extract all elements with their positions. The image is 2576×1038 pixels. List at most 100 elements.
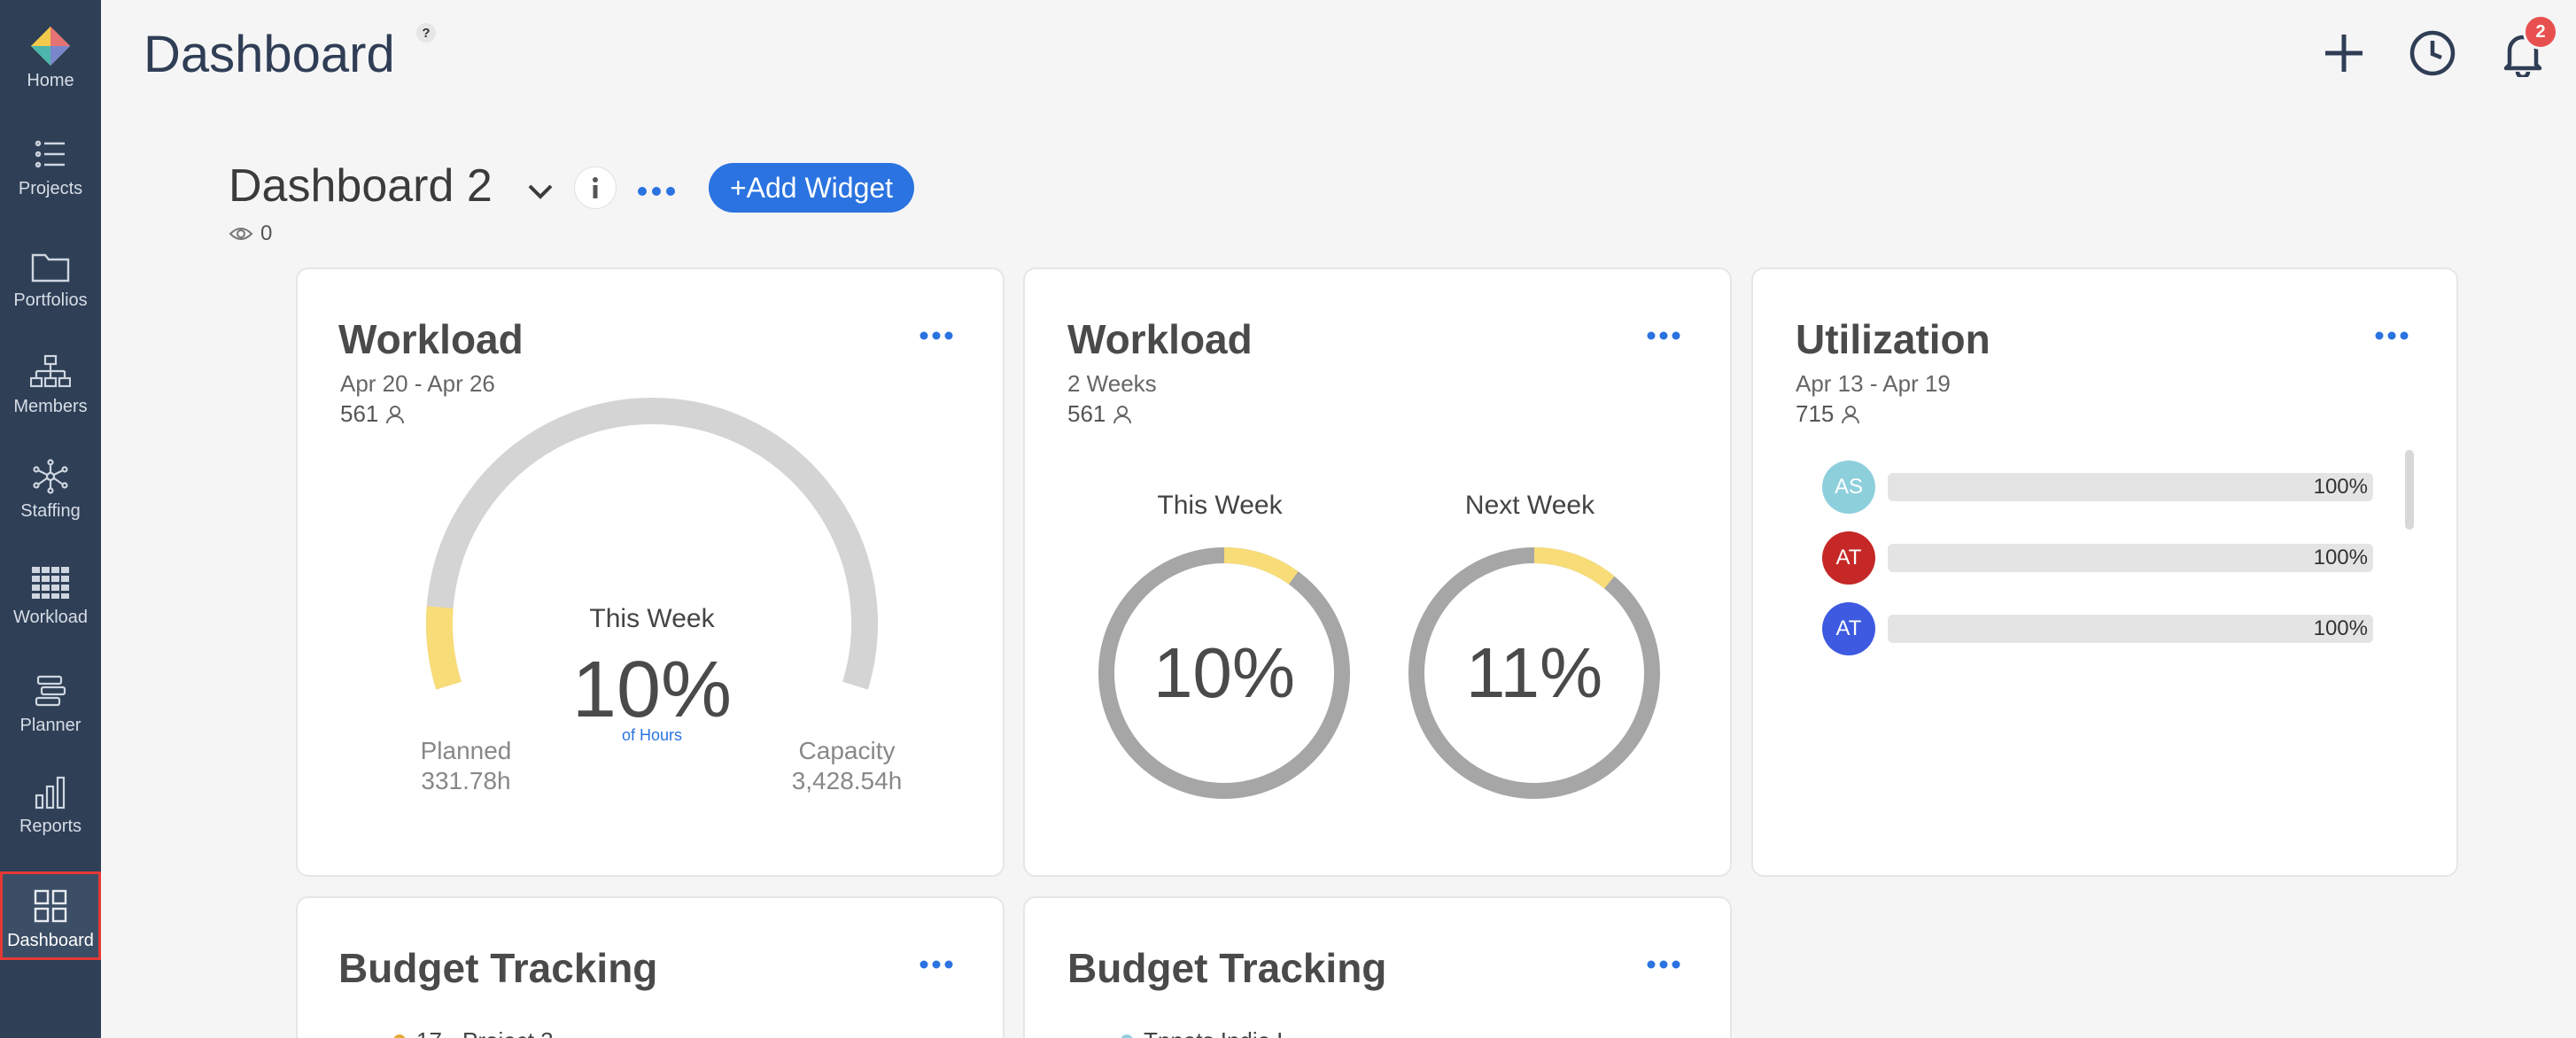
view-count-value: 0 [260,221,273,245]
sidebar-item-label: Reports [19,817,82,836]
sidebar-item-label: Projects [18,179,83,198]
sidebar-item-dashboard[interactable]: Dashboard [0,871,101,960]
widget-options-button[interactable] [2370,322,2414,349]
person-icon [1113,405,1132,423]
sidebar-item-projects[interactable]: Projects [0,133,101,221]
widget-member-count: 561 [1067,400,1132,428]
sidebar-item-label: Home [27,71,74,90]
gauge-track [426,397,878,690]
gauge-fill [426,606,462,690]
sidebar-item-planner[interactable]: Planner [0,670,101,758]
home-logo-icon [29,25,72,67]
view-count: 0 [229,221,272,246]
ring-label-next-week: Next Week [1464,491,1595,520]
eye-icon [229,228,253,240]
utilization-row[interactable]: AT 100% [1822,602,2389,655]
scrollbar[interactable] [2405,450,2414,530]
add-widget-button[interactable]: +Add Widget [709,163,914,213]
widget-title: Workload [1067,316,1253,362]
ring-fill-this-week [1098,547,1350,799]
ellipsis-icon [638,187,675,196]
capacity-value: 3,428.54h [791,767,903,794]
utilization-bar: 100% [1888,473,2373,501]
utilization-widget: Utilization Apr 13 - Apr 19 715 AS 100% … [1751,267,2458,877]
gauge-unit: of Hours [621,726,683,744]
widget-title: Workload [338,316,524,362]
org-chart-icon [29,351,72,393]
ring-label-this-week: This Week [1157,491,1283,520]
member-count-value: 715 [1796,400,1835,427]
sidebar-item-label: Planner [19,716,81,735]
sidebar-item-workload[interactable]: Workload [0,562,101,650]
grid-icon [29,562,72,604]
legend-item: 17 - Project 2 [416,1027,554,1038]
widget-options-button[interactable] [1641,322,1686,349]
widget-title: Utilization [1796,316,1990,362]
budget-tracking-widget: Budget Tracking Tnnots Indie L [1023,896,1732,1038]
widget-date-range: Apr 20 - Apr 26 [340,370,495,397]
history-button[interactable] [2404,25,2461,81]
network-icon [29,455,72,498]
planner-icon [29,670,72,712]
sidebar-item-staffing[interactable]: Staffing [0,455,101,544]
avatar: AS [1822,461,1875,514]
dashboard-options-button[interactable] [634,174,679,209]
ring-percent-this-week: 10% [1152,633,1296,712]
ring-percent-next-week: 11% [1465,633,1603,712]
notification-badge: 2 [2523,14,2558,50]
page-title: Dashboard [144,26,395,83]
sidebar-item-home[interactable]: Home [0,25,101,113]
list-icon [29,133,72,175]
ellipsis-icon [919,331,953,340]
dashboard-select-button[interactable] [523,174,558,209]
widget-date-range: Apr 13 - Apr 19 [1796,370,1951,397]
utilization-bar: 100% [1888,544,2373,572]
legend-item: Tnnots Indie L [1144,1027,1290,1038]
utilization-value: 100% [2313,616,2368,640]
widget-options-button[interactable] [914,951,958,978]
workload-rings [1098,547,1660,799]
ellipsis-icon [1647,331,1680,340]
avatar: AT [1822,531,1875,585]
widget-title: Budget Tracking [338,945,658,991]
ellipsis-icon [2375,331,2409,340]
widget-date-range: 2 Weeks [1067,370,1157,397]
chevron-down-icon [528,184,553,199]
avatar: AT [1822,602,1875,655]
sidebar-item-label: Members [13,397,88,416]
widget-member-count: 715 [1796,400,1860,428]
ellipsis-icon [919,960,953,969]
utilization-row[interactable]: AS 100% [1822,461,2389,514]
budget-tracking-widget: Budget Tracking 17 - Project 2 [296,896,1005,1038]
planned-label: Planned [420,737,512,764]
info-icon [593,177,598,198]
workload-gauge [426,397,878,690]
sidebar-item-reports[interactable]: Reports [0,771,101,859]
workload-gauge-widget: Workload Apr 20 - Apr 26 561 This Week 1… [296,267,1005,877]
help-icon[interactable]: ? [416,23,436,43]
utilization-bar: 100% [1888,615,2373,643]
ring-fill-next-week [1408,547,1660,799]
member-count-value: 561 [340,400,379,427]
legend-dot [393,1034,406,1038]
gauge-center-title: This Week [589,604,715,633]
widget-title: Budget Tracking [1067,945,1387,991]
plus-icon [2325,35,2363,72]
utilization-value: 100% [2313,475,2368,499]
widget-options-button[interactable] [1641,951,1686,978]
utilization-row[interactable]: AT 100% [1822,531,2389,585]
add-button[interactable] [2316,25,2372,81]
info-button[interactable] [574,167,617,209]
sidebar: Home Projects Portfolios [0,0,101,1038]
utilization-value: 100% [2313,546,2368,569]
sidebar-item-members[interactable]: Members [0,351,101,439]
sidebar-item-portfolios[interactable]: Portfolios [0,244,101,333]
widget-member-count: 561 [340,400,405,428]
gauge-percent: 10% [571,646,733,734]
widget-options-button[interactable] [914,322,958,349]
member-count-value: 561 [1067,400,1106,427]
folder-icon [29,244,72,287]
clock-icon [2409,30,2456,76]
dashboard-name[interactable]: Dashboard 2 [229,160,493,212]
sidebar-item-label: Dashboard [7,931,94,950]
